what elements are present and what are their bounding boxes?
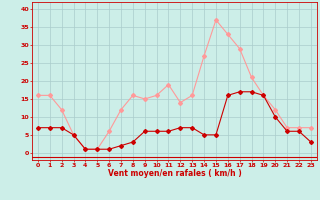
X-axis label: Vent moyen/en rafales ( km/h ): Vent moyen/en rafales ( km/h ) bbox=[108, 169, 241, 178]
